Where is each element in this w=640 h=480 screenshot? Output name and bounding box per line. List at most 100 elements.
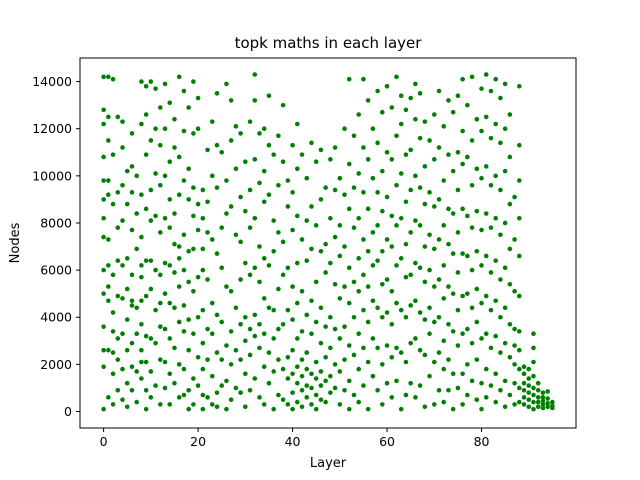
data-point bbox=[266, 142, 272, 148]
data-point bbox=[346, 406, 352, 412]
data-point bbox=[488, 383, 494, 388]
data-point bbox=[380, 281, 385, 287]
data-point bbox=[526, 397, 532, 403]
data-point bbox=[346, 265, 352, 271]
data-point bbox=[365, 284, 371, 289]
data-point bbox=[394, 133, 399, 139]
data-point bbox=[101, 197, 106, 202]
data-point bbox=[143, 293, 149, 299]
data-point bbox=[299, 152, 305, 157]
data-point bbox=[243, 338, 248, 344]
data-point bbox=[493, 173, 499, 179]
data-point bbox=[290, 347, 295, 353]
data-point bbox=[408, 230, 413, 235]
data-point bbox=[285, 376, 291, 381]
data-point bbox=[493, 371, 499, 377]
data-point bbox=[295, 121, 300, 127]
data-point bbox=[465, 362, 470, 367]
data-point bbox=[158, 324, 163, 329]
data-point bbox=[422, 317, 428, 322]
data-point bbox=[186, 279, 191, 285]
data-point bbox=[280, 322, 286, 327]
data-point bbox=[186, 197, 191, 202]
data-point bbox=[214, 404, 220, 410]
data-point bbox=[110, 272, 116, 278]
data-point bbox=[252, 98, 258, 103]
data-point bbox=[228, 204, 234, 209]
data-point bbox=[507, 154, 513, 160]
data-point bbox=[252, 265, 258, 271]
data-point bbox=[233, 166, 239, 172]
data-point bbox=[384, 380, 390, 386]
data-point bbox=[295, 260, 300, 266]
data-point bbox=[167, 197, 173, 202]
data-point bbox=[502, 168, 508, 174]
data-point bbox=[228, 138, 234, 143]
data-point bbox=[290, 317, 295, 322]
data-point bbox=[257, 180, 262, 186]
data-point bbox=[299, 289, 305, 294]
data-point bbox=[441, 296, 447, 301]
data-point bbox=[380, 314, 385, 320]
data-point bbox=[384, 343, 390, 348]
data-point bbox=[101, 364, 106, 370]
data-point bbox=[129, 227, 135, 233]
data-point bbox=[365, 359, 371, 365]
data-point bbox=[271, 406, 276, 412]
data-point bbox=[200, 246, 206, 252]
data-point bbox=[181, 178, 187, 183]
data-point bbox=[469, 138, 475, 143]
data-point bbox=[370, 298, 376, 304]
data-point bbox=[469, 267, 475, 273]
data-point bbox=[181, 232, 187, 238]
data-point bbox=[384, 149, 390, 155]
data-point bbox=[493, 76, 499, 82]
data-point bbox=[521, 364, 527, 370]
data-point bbox=[228, 397, 234, 403]
data-point bbox=[243, 404, 248, 410]
data-point bbox=[247, 352, 253, 358]
data-point bbox=[115, 225, 121, 230]
data-point bbox=[370, 263, 376, 268]
data-point bbox=[318, 383, 324, 388]
data-point bbox=[380, 208, 385, 214]
data-point bbox=[247, 326, 253, 332]
data-point bbox=[370, 230, 376, 235]
data-point bbox=[101, 215, 106, 221]
data-point bbox=[158, 142, 163, 148]
data-point bbox=[370, 336, 376, 341]
data-point bbox=[167, 159, 173, 164]
data-point bbox=[403, 392, 409, 398]
data-point bbox=[290, 142, 295, 148]
data-point bbox=[304, 218, 310, 223]
data-point bbox=[153, 86, 158, 91]
data-point bbox=[295, 213, 300, 219]
data-point bbox=[403, 199, 409, 205]
data-point bbox=[266, 263, 272, 268]
data-point bbox=[512, 237, 517, 242]
data-point bbox=[318, 369, 324, 374]
data-point bbox=[488, 135, 494, 141]
data-point bbox=[455, 343, 461, 348]
data-point bbox=[422, 244, 428, 249]
data-point bbox=[389, 157, 395, 162]
data-point bbox=[502, 378, 508, 384]
data-point bbox=[403, 241, 409, 247]
data-point bbox=[455, 385, 461, 391]
data-point bbox=[148, 79, 154, 84]
data-point bbox=[389, 322, 395, 327]
data-point bbox=[243, 159, 248, 164]
data-point bbox=[295, 364, 300, 370]
data-point bbox=[460, 76, 465, 82]
data-point bbox=[200, 366, 206, 372]
data-point bbox=[417, 310, 423, 315]
data-point bbox=[224, 378, 229, 384]
data-point bbox=[186, 105, 191, 110]
data-point bbox=[465, 326, 470, 332]
data-point bbox=[361, 237, 366, 242]
data-point bbox=[243, 314, 248, 320]
data-point bbox=[465, 154, 470, 160]
data-point bbox=[276, 286, 281, 292]
x-tick-label: 20 bbox=[190, 434, 206, 449]
data-point bbox=[431, 402, 437, 407]
